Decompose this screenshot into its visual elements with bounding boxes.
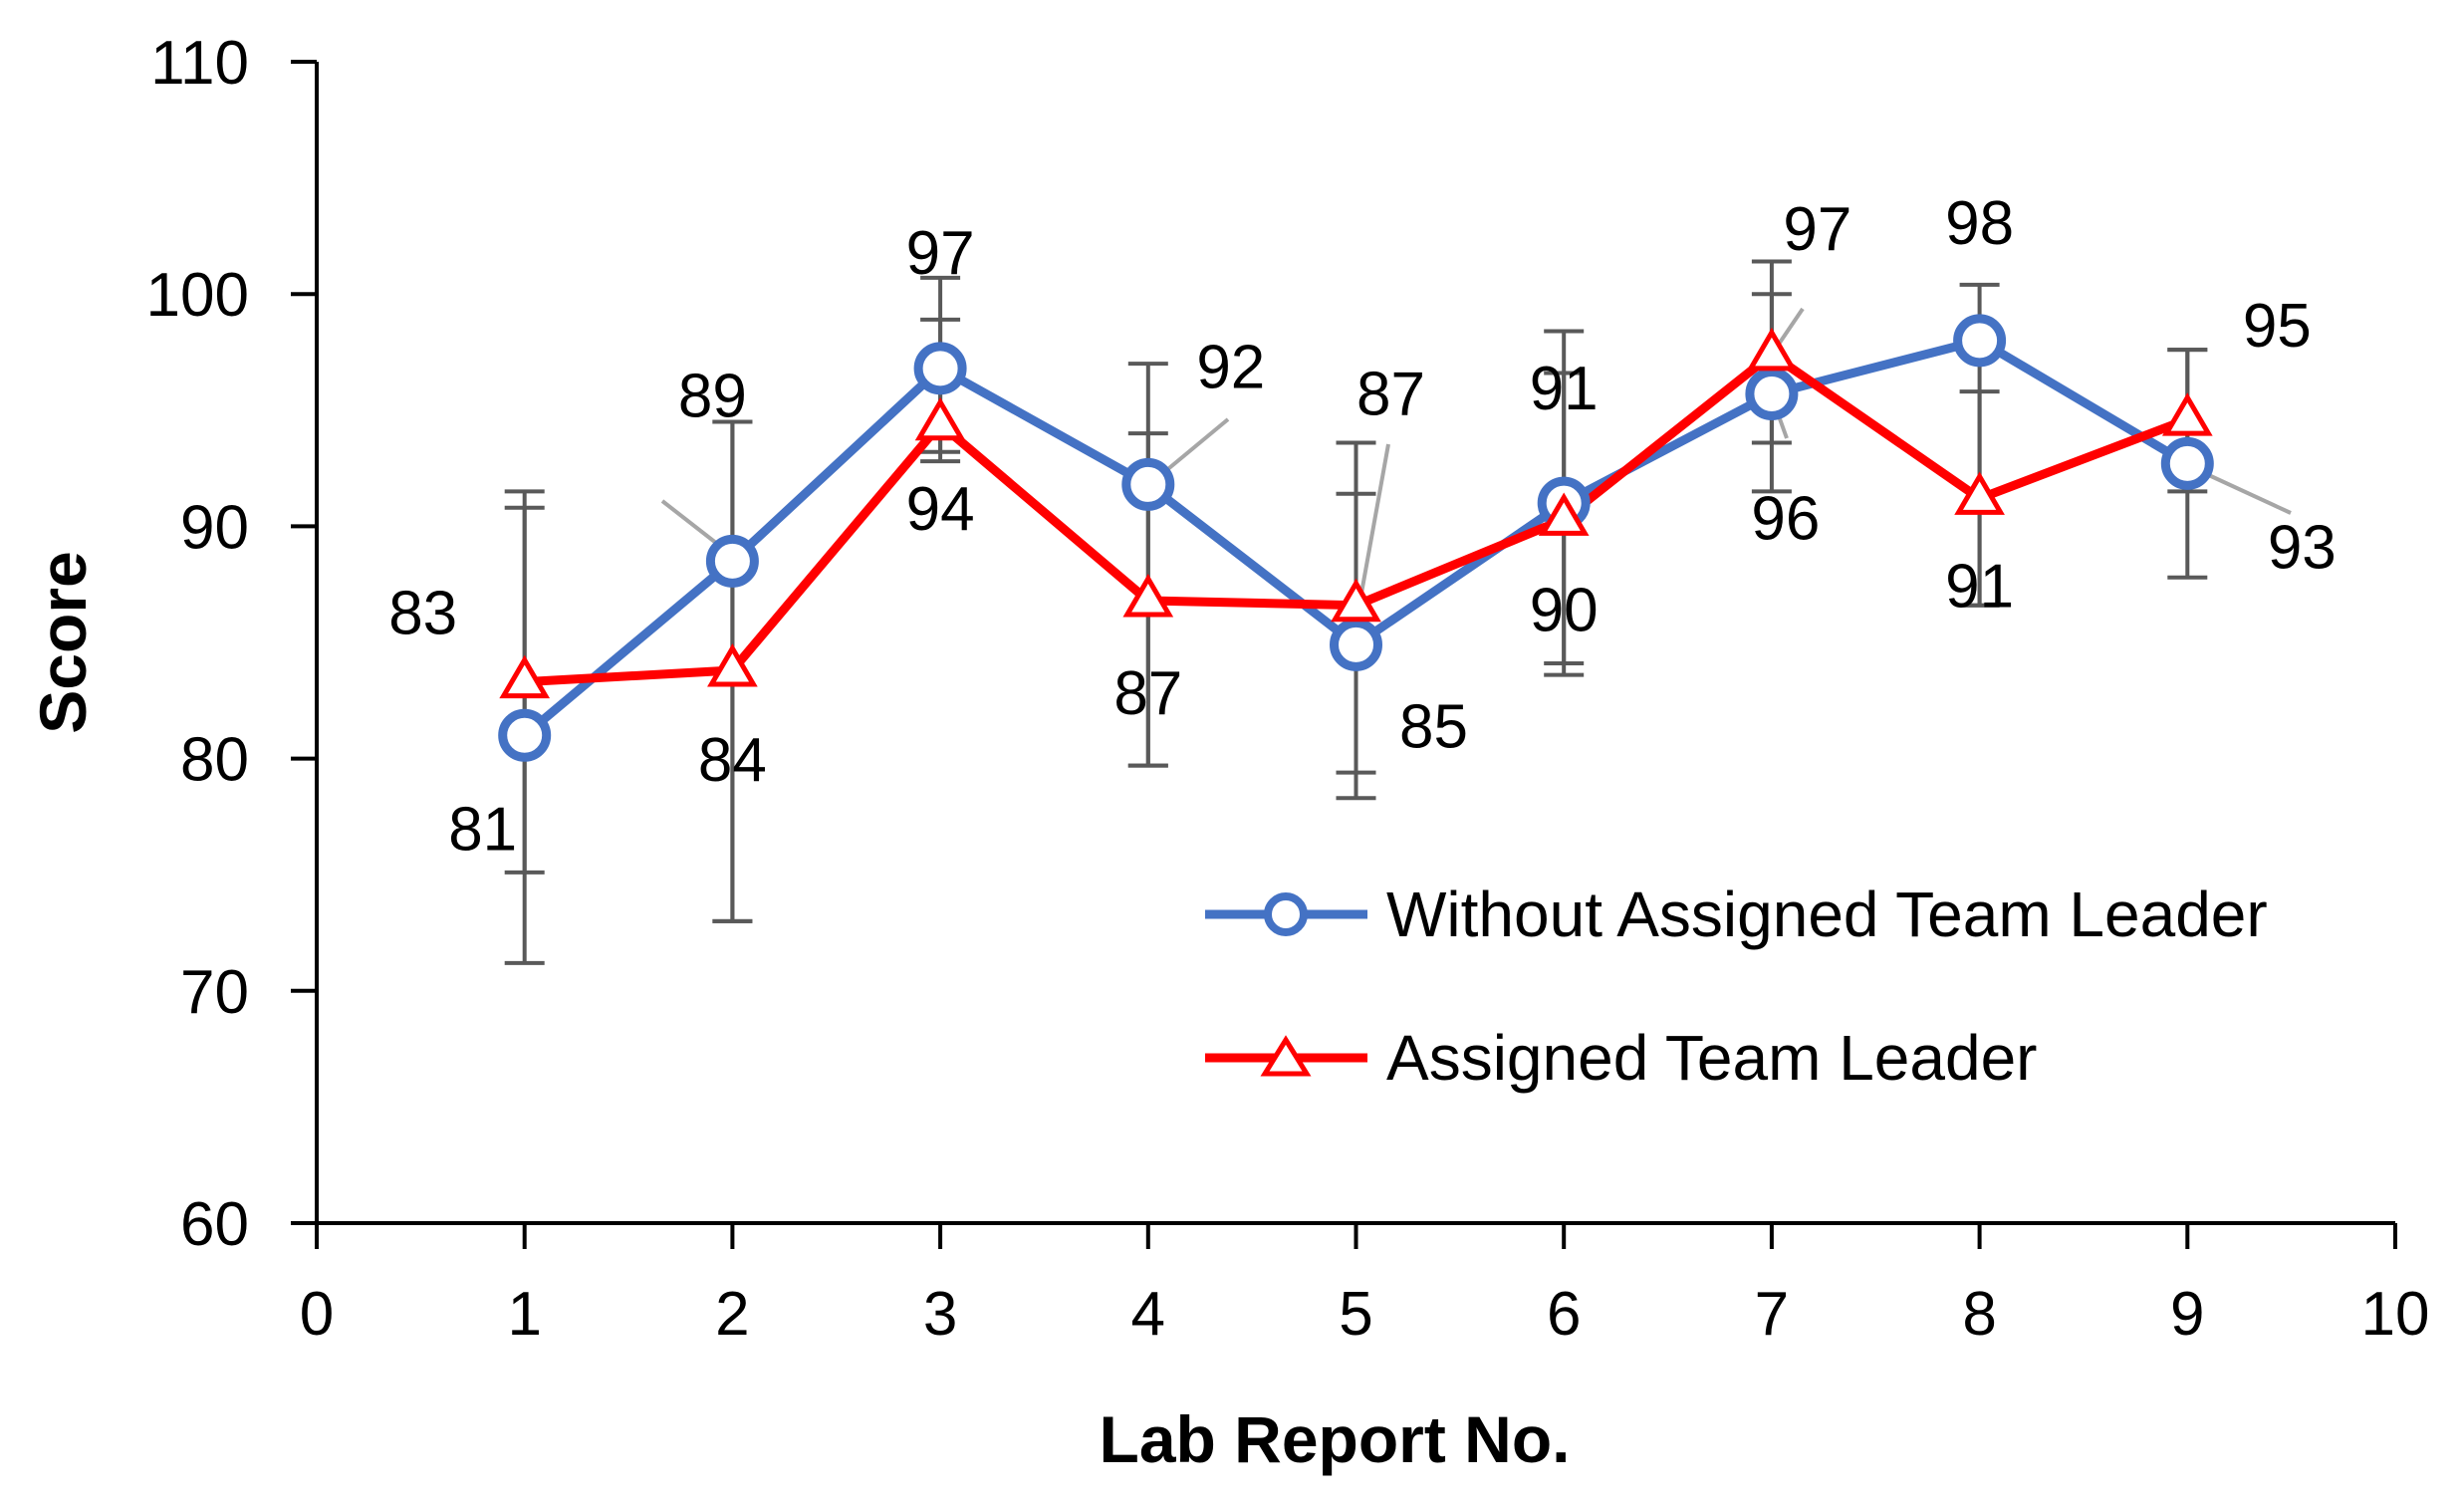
x-tick-label: 3 (923, 1280, 957, 1349)
x-tick-label: 6 (1547, 1280, 1581, 1349)
x-tick-label: 7 (1755, 1280, 1789, 1349)
triangle-marker (2161, 392, 2213, 436)
legend-item-with-leader: Assigned Team Leader (1205, 1022, 2037, 1094)
data-label: 91 (1530, 355, 1599, 423)
circle-marker (1330, 618, 1382, 671)
circle-marker (913, 342, 967, 395)
legend-label-with-leader: Assigned Team Leader (1386, 1022, 2037, 1094)
triangle-marker (499, 654, 551, 699)
x-axis-title: Lab Report No. (1100, 1402, 1571, 1476)
data-label: 96 (1751, 484, 1820, 553)
x-tick-label: 0 (300, 1280, 334, 1349)
legend: Without Assigned Team Leader Assigned Te… (1205, 879, 2268, 1094)
triangle-marker (1122, 574, 1174, 618)
y-axis-title: Score (26, 551, 100, 733)
y-tick-label: 80 (180, 726, 249, 795)
data-label: 85 (1399, 692, 1468, 761)
data-label: 91 (1945, 552, 2014, 621)
circle-marker (498, 708, 552, 762)
triangle-marker (1746, 327, 1798, 372)
x-tick-label: 9 (2170, 1280, 2204, 1349)
y-tick-label: 70 (180, 958, 249, 1027)
circle-marker (705, 534, 759, 588)
data-label: 92 (1196, 333, 1265, 401)
data-label: 81 (448, 795, 517, 864)
triangle-marker (707, 643, 758, 687)
x-tick-label: 5 (1339, 1280, 1372, 1349)
data-label: 97 (906, 219, 975, 288)
data-labels: 81 89 97 92 85 91 96 98 93 83 84 94 87 87 90 97 91 95 (388, 189, 2337, 864)
x-tick-label: 1 (507, 1280, 541, 1349)
data-label: 90 (1530, 576, 1599, 644)
data-label: 87 (1113, 659, 1182, 728)
circle-marker (1745, 367, 1799, 420)
triangle-marker (914, 396, 966, 441)
triangle-marker (1331, 578, 1381, 623)
legend-circle-marker-icon (1264, 892, 1308, 936)
y-tick-label: 110 (150, 29, 249, 98)
data-label: 97 (1783, 195, 1851, 264)
legend-label-without-leader: Without Assigned Team Leader (1386, 879, 2268, 950)
triangle-marker (1538, 492, 1590, 536)
data-label: 89 (678, 362, 747, 430)
data-label: 83 (388, 580, 457, 648)
y-tick-label: 100 (146, 261, 249, 330)
data-label: 95 (2243, 292, 2312, 361)
data-label: 94 (906, 475, 975, 544)
circle-marker (2160, 436, 2214, 490)
y-tick-label: 90 (180, 493, 249, 562)
circle-marker (1953, 314, 2007, 368)
x-tick-label: 8 (1962, 1280, 1996, 1349)
x-tick-label: 4 (1131, 1280, 1165, 1349)
x-tick-label: 10 (2361, 1280, 2430, 1349)
series-markers (498, 314, 2214, 762)
y-tick-label: 60 (180, 1190, 249, 1259)
data-label: 93 (2268, 513, 2337, 582)
leader-line (1358, 443, 1390, 600)
data-label: 84 (698, 726, 767, 795)
triangle-marker (1954, 471, 2005, 515)
circle-marker (1121, 457, 1175, 511)
legend-item-without-leader: Without Assigned Team Leader (1205, 879, 2268, 950)
data-label: 87 (1356, 361, 1425, 429)
legend-triangle-marker-icon (1260, 1035, 1312, 1077)
data-label: 98 (1945, 189, 2014, 258)
x-tick-label: 2 (715, 1280, 749, 1349)
